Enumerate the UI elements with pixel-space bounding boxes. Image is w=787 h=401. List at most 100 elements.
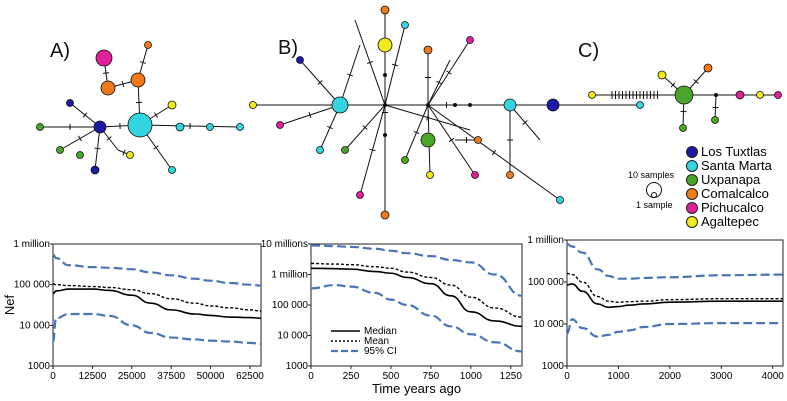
x-tick-label: 0	[308, 371, 314, 382]
mutation-tick	[153, 145, 159, 150]
x-tick-label: 1250	[500, 371, 523, 382]
haplotype-node	[703, 63, 713, 73]
panel-label-a: A)	[50, 40, 70, 62]
haplotype-node	[127, 112, 153, 138]
y-tick-label: 1000	[28, 361, 51, 372]
x-tick-label: 4000	[762, 371, 785, 382]
legend-swatch	[686, 146, 698, 158]
y-tick-label: 100 000	[272, 300, 309, 311]
mutation-tick	[670, 82, 676, 88]
haplotype-node	[636, 101, 644, 109]
x-tick-label: 25000	[118, 371, 146, 382]
x-tick-label: 500	[383, 371, 400, 382]
mutation-tick	[369, 148, 376, 152]
haplotype-node	[546, 98, 560, 112]
plot-frame	[310, 243, 523, 367]
haplotype-node	[380, 210, 390, 220]
haplotype-node	[420, 132, 436, 148]
haplotype-node	[657, 70, 667, 80]
series-95-ci-upper	[310, 244, 523, 297]
haplotype-node	[341, 146, 349, 154]
plot-frame	[566, 239, 784, 367]
y-tick-label: 1 million	[271, 270, 308, 281]
series-median	[52, 288, 262, 319]
haplotype-node	[711, 116, 719, 124]
y-tick-label: 10 000	[19, 320, 50, 331]
haplotype-networks	[36, 5, 782, 220]
legend-item: Uxpanapa	[686, 173, 772, 187]
series-95-ci-lower	[51, 312, 262, 345]
legend-label: 95% CI	[364, 346, 397, 357]
series-95-ci-lower	[310, 283, 523, 353]
y-tick-label: 1 million	[527, 235, 564, 246]
mutation-tick	[367, 61, 373, 64]
haplotype-node	[76, 151, 84, 159]
x-tick-label: 12500	[78, 371, 106, 382]
mutation-tick	[121, 80, 125, 88]
haplotype-node	[276, 121, 284, 129]
haplotype-node	[66, 99, 74, 107]
series-median	[566, 283, 783, 309]
haplotype-node	[774, 91, 782, 99]
mutation-tick	[308, 111, 312, 119]
size-key-circles	[646, 182, 662, 198]
mutation-tick	[448, 137, 455, 143]
plot-frame	[52, 243, 262, 367]
series-median	[310, 267, 523, 328]
legend-label: Median	[364, 326, 397, 337]
y-tick-label: 1 million	[13, 239, 50, 250]
legend-item: Pichucalco	[686, 201, 772, 215]
haplotype-node	[236, 123, 244, 131]
y-axis-label: Nef	[2, 294, 17, 315]
legend-item: Santa Marta	[686, 159, 772, 173]
haplotype-node	[735, 90, 745, 100]
haplotype-node	[331, 96, 349, 114]
legend-swatch	[686, 202, 698, 214]
mutation-tick	[446, 70, 452, 75]
y-tick-label: 10 millions	[261, 239, 308, 250]
x-tick-label: 0	[50, 371, 56, 382]
x-tick-label: 2000	[659, 371, 682, 382]
haplotype-node	[466, 36, 474, 44]
mutation-tick	[693, 79, 699, 84]
haplotype-node	[356, 191, 364, 199]
mutation-tick	[94, 147, 101, 150]
haplotype-node	[249, 101, 257, 109]
series-mean	[310, 262, 523, 318]
series-95-ci-upper	[52, 253, 262, 287]
haplotype-node	[95, 49, 113, 67]
legend-item: Los Tuxtlas	[686, 145, 772, 159]
mutation-tick	[106, 136, 112, 141]
mutation-tick	[413, 130, 420, 135]
population-legend: Los Tuxtlas Santa Marta Uxpanapa Comalca…	[686, 145, 772, 229]
mutation-tick	[346, 73, 354, 77]
haplotype-node	[401, 156, 409, 164]
haplotype-node	[674, 85, 694, 105]
haplotype-node	[130, 72, 146, 88]
x-axis-label: Time years ago	[372, 381, 461, 396]
mutation-tick	[491, 149, 497, 156]
haplotype-node	[206, 123, 214, 131]
median-vector	[468, 103, 472, 107]
haplotype-node	[506, 171, 514, 179]
series-mean	[566, 272, 783, 303]
haplotype-node	[423, 45, 433, 55]
mutation-tick	[153, 112, 159, 118]
haplotype-node	[401, 21, 409, 29]
haplotype-node	[503, 98, 517, 112]
mutation-tick	[317, 80, 323, 85]
mutation-tick	[391, 63, 399, 67]
x-tick-label: 250	[343, 371, 360, 382]
x-tick-label: 62500	[236, 371, 264, 382]
haplotype-node	[679, 124, 687, 132]
haplotype-node	[168, 166, 176, 174]
haplotype-node	[380, 5, 390, 15]
haplotype-node	[377, 37, 393, 53]
mutation-tick	[327, 125, 333, 130]
median-vector	[714, 93, 718, 97]
y-tick-label: 100 000	[528, 277, 565, 288]
y-tick-label: 1000	[286, 361, 309, 372]
legend-item: Agaltepec	[686, 215, 772, 229]
